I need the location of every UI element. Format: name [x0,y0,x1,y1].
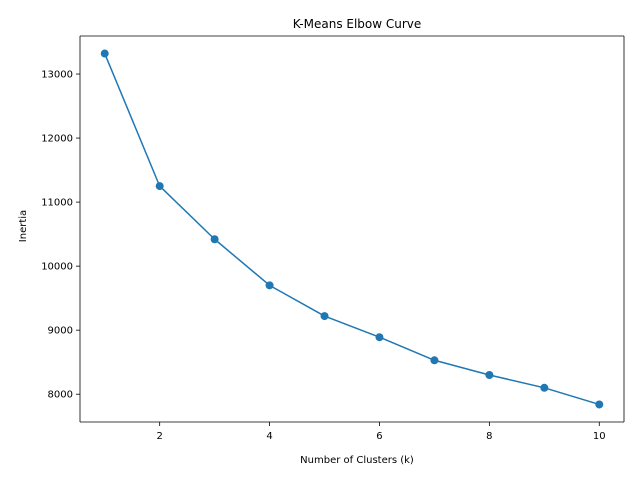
x-tick-label-4: 4 [266,431,272,442]
data-point-k3 [210,235,219,244]
plot-area: 2 4 6 8 10 8000 9000 10000 11000 12000 13000 [41,35,625,442]
y-tick-label-10000: 10000 [41,262,73,273]
data-point-k9 [540,383,549,392]
y-tick-label-13000: 13000 [41,70,73,81]
data-point-k5 [320,312,329,321]
x-tick-label-10: 10 [593,431,606,442]
x-tick-label-6: 6 [376,431,382,442]
data-point-k1 [100,49,109,58]
y-axis-title: Inertia [18,210,29,242]
y-tick-label-12000: 12000 [41,134,73,145]
x-tick-label-2: 2 [156,431,162,442]
chart-title: K-Means Elbow Curve [293,17,422,31]
data-point-k7 [430,356,439,365]
x-tick-label-8: 8 [486,431,492,442]
y-tick-label-11000: 11000 [41,198,73,209]
data-point-k6 [375,333,384,342]
y-tick-label-9000: 9000 [48,326,73,337]
data-point-k8 [485,371,494,379]
x-axis-title: Number of Clusters (k) [300,455,414,466]
y-tick-label-8000: 8000 [48,390,73,401]
data-point-k10 [595,400,604,409]
series-line-0 [104,53,600,406]
data-point-k2 [155,182,164,191]
data-point-k4 [265,281,274,290]
